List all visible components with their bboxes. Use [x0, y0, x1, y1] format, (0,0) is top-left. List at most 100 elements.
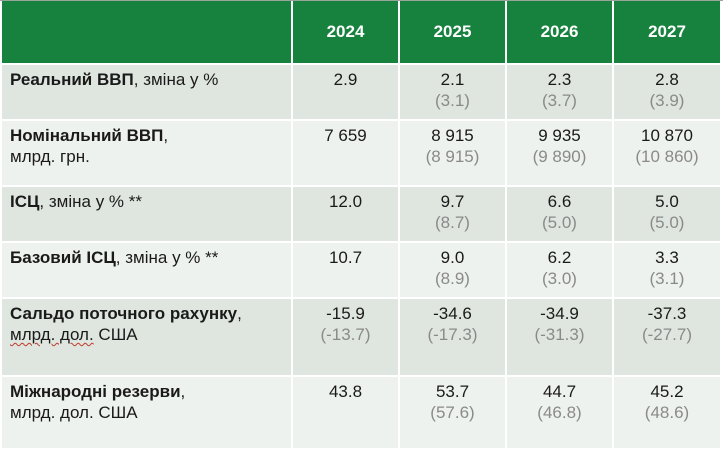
previous-value: (8 915) — [425, 147, 480, 166]
current-value: -15.9 — [326, 304, 365, 323]
previous-value: (3.0) — [542, 269, 577, 288]
current-value: 5.0 — [655, 192, 679, 211]
header-year-2027: 2027 — [613, 1, 720, 64]
previous-value: (10 860) — [635, 147, 699, 166]
current-value: 3.3 — [655, 248, 679, 267]
row-label-bold: Базовий ІСЦ — [10, 248, 116, 267]
value-cell-2027: 5.0 (5.0) — [613, 185, 720, 242]
row-label-rest: , зміна у % — [133, 70, 219, 89]
value-cell-2027: 2.8 (3.9) — [613, 63, 720, 120]
previous-value: (46.8) — [537, 403, 582, 422]
current-value: 43.8 — [328, 382, 363, 401]
current-value: 45.2 — [650, 382, 684, 401]
current-value: 44.7 — [542, 382, 577, 401]
value-cell-2026: -34.9 (-31.3) — [506, 297, 614, 376]
current-value: 9 935 — [538, 126, 581, 145]
row-label-rest: , — [237, 304, 242, 323]
row-label-bold: Реальний ВВП — [10, 70, 134, 89]
value-cell-2024: 7 659 — [292, 119, 400, 186]
row-label-rest: , зміна у % ** — [39, 192, 142, 211]
value-cell-2026: 44.7 (46.8) — [506, 375, 614, 448]
row-label-bold: Міжнародні резерви — [10, 382, 181, 401]
previous-value: (5.0) — [542, 213, 577, 232]
previous-value: (8.7) — [435, 213, 470, 232]
header-year-2024: 2024 — [292, 1, 400, 64]
table-row-current-account: Сальдо поточного рахунку, млрд. дол. США… — [2, 297, 720, 376]
previous-value: (9 890) — [532, 147, 587, 166]
value-cell-2024: 10.7 — [292, 241, 400, 298]
table-row-international-reserves: Міжнародні резерви, млрд. дол. США 43.8 … — [2, 375, 720, 448]
current-value: 9.7 — [440, 192, 465, 211]
row-label-line2: млрд. грн. — [10, 147, 90, 166]
previous-value: (3.9) — [649, 91, 685, 110]
row-label: Сальдо поточного рахунку, млрд. дол. США — [2, 297, 293, 376]
table-row-real-gdp: Реальний ВВП, зміна у % 2.9 2.1 (3.1) 2.… — [2, 63, 720, 120]
value-cell-2025: 2.1 (3.1) — [399, 63, 507, 120]
previous-value: (5.0) — [649, 213, 685, 232]
current-value: 9.0 — [440, 248, 465, 267]
header-year-2026: 2026 — [506, 1, 614, 64]
value-cell-2025: 8 915 (8 915) — [399, 119, 507, 186]
value-cell-2024: 2.9 — [292, 63, 400, 120]
previous-value: (-27.7) — [641, 325, 693, 344]
previous-value: (3.1) — [649, 269, 685, 288]
macro-forecast-table: 2024 2025 2026 2027 Реальний ВВП, зміна … — [2, 1, 720, 448]
table-row-core-cpi: Базовий ІСЦ, зміна у % ** 10.7 9.0 (8.9)… — [2, 241, 720, 298]
row-label-bold: ІСЦ — [10, 192, 40, 211]
value-cell-2025: -34.6 (-17.3) — [399, 297, 507, 376]
row-label-line2-underlined: млрд. дол. — [10, 325, 94, 344]
current-value: 2.9 — [333, 70, 358, 89]
value-cell-2026: 9 935 (9 890) — [506, 119, 614, 186]
previous-value: (3.1) — [435, 91, 470, 110]
value-cell-2024: -15.9 (-13.7) — [292, 297, 400, 376]
value-cell-2026: 6.6 (5.0) — [506, 185, 614, 242]
value-cell-2024: 43.8 — [292, 375, 400, 448]
current-value: 2.8 — [655, 70, 679, 89]
row-label: Реальний ВВП, зміна у % — [2, 63, 293, 120]
previous-value: (-13.7) — [320, 325, 371, 344]
value-cell-2025: 9.0 (8.9) — [399, 241, 507, 298]
previous-value: (57.6) — [430, 403, 475, 422]
header-corner-cell — [2, 1, 293, 64]
previous-value: (-17.3) — [427, 325, 478, 344]
previous-value: (3.7) — [542, 91, 577, 110]
current-value: 53.7 — [435, 382, 470, 401]
current-value: 8 915 — [431, 126, 474, 145]
row-label-line2: млрд. дол. США — [10, 403, 138, 422]
value-cell-2025: 53.7 (57.6) — [399, 375, 507, 448]
table-row-nominal-gdp: Номінальний ВВП, млрд. грн. 7 659 8 915 … — [2, 119, 720, 186]
current-value: 7 659 — [324, 126, 367, 145]
current-value: 10 870 — [641, 126, 693, 145]
current-value: 2.1 — [440, 70, 465, 89]
current-value: -37.3 — [647, 304, 687, 323]
row-label: ІСЦ, зміна у % ** — [2, 185, 293, 242]
previous-value: (48.6) — [644, 403, 690, 422]
value-cell-2027: 10 870 (10 860) — [613, 119, 720, 186]
value-cell-2026: 2.3 (3.7) — [506, 63, 614, 120]
row-label-rest: , — [180, 382, 186, 401]
header-year-2025: 2025 — [399, 1, 507, 64]
value-cell-2025: 9.7 (8.7) — [399, 185, 507, 242]
row-label: Міжнародні резерви, млрд. дол. США — [2, 375, 293, 448]
value-cell-2027: -37.3 (-27.7) — [613, 297, 720, 376]
row-label: Базовий ІСЦ, зміна у % ** — [2, 241, 293, 298]
value-cell-2026: 6.2 (3.0) — [506, 241, 614, 298]
current-value: 10.7 — [328, 248, 363, 267]
value-cell-2027: 3.3 (3.1) — [613, 241, 720, 298]
header-row: 2024 2025 2026 2027 — [2, 1, 720, 64]
value-cell-2027: 45.2 (48.6) — [613, 375, 720, 448]
top-border-line — [0, 0, 723, 1]
row-label: Номінальний ВВП, млрд. грн. — [2, 119, 293, 186]
previous-value: (8.9) — [435, 269, 470, 288]
table-row-cpi: ІСЦ, зміна у % ** 12.0 9.7 (8.7) 6.6 (5.… — [2, 185, 720, 242]
current-value: 6.6 — [547, 192, 572, 211]
current-value: 12.0 — [328, 192, 363, 211]
row-label-line2-tail: США — [93, 325, 138, 344]
value-cell-2024: 12.0 — [292, 185, 400, 242]
row-label-rest: , — [163, 126, 169, 145]
row-label-bold: Номінальний ВВП — [10, 126, 164, 145]
current-value: 6.2 — [547, 248, 572, 267]
current-value: -34.9 — [540, 304, 579, 323]
current-value: 2.3 — [547, 70, 572, 89]
row-label-bold: Сальдо поточного рахунку — [10, 304, 238, 323]
